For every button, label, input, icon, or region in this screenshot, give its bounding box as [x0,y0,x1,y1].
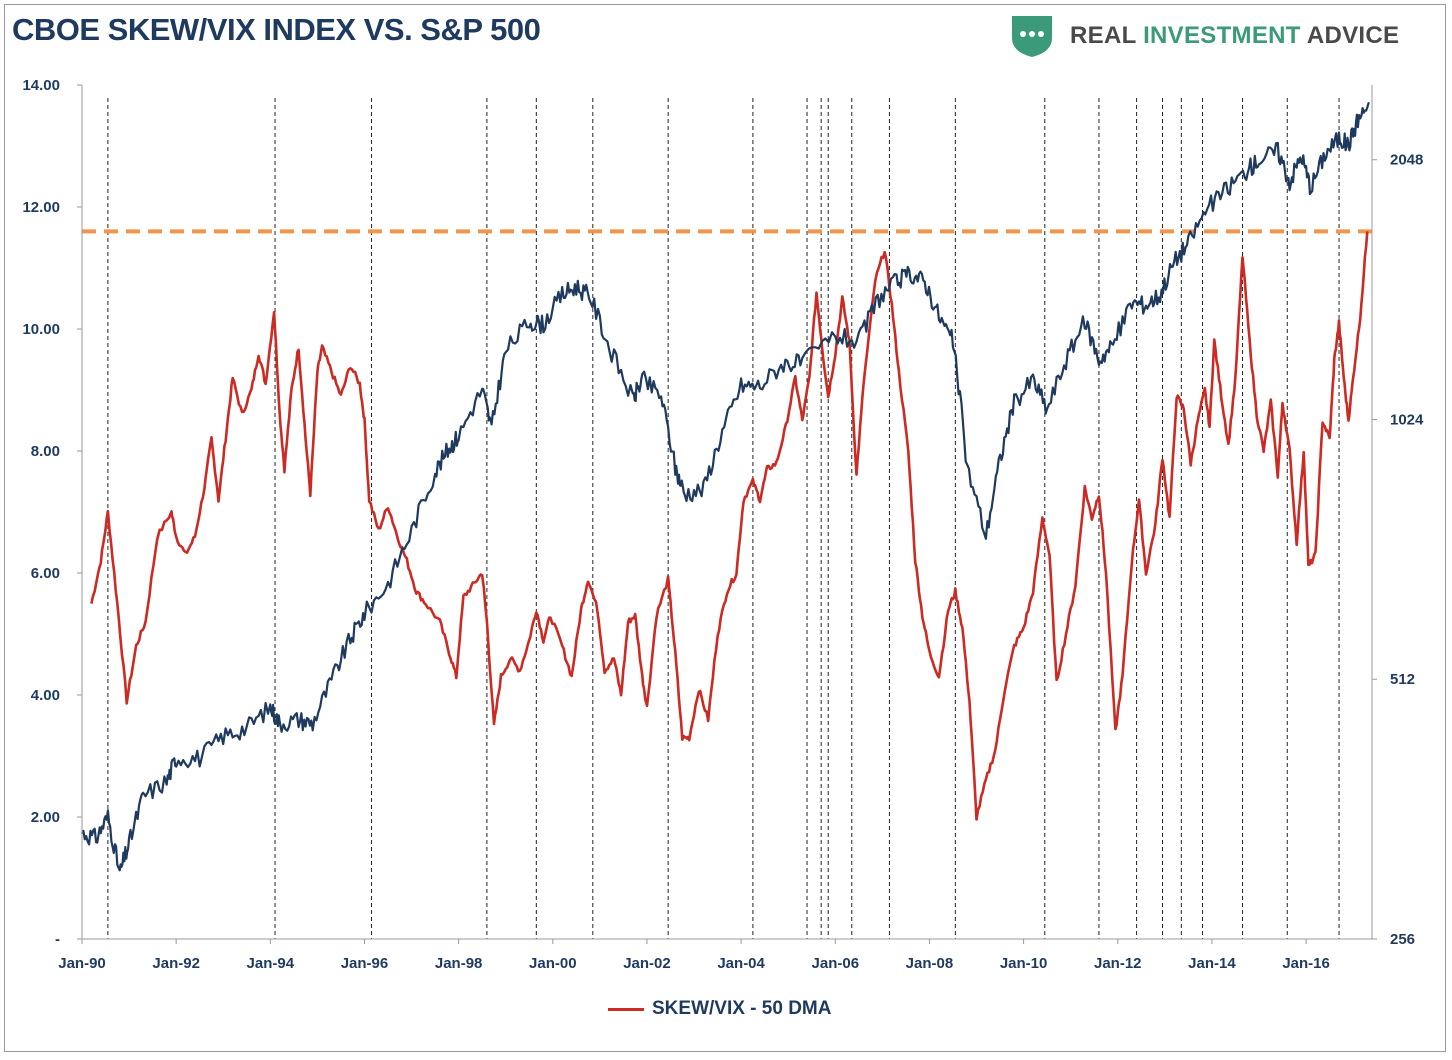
x-tick-label: Jan-10 [1000,955,1048,972]
y-left-tick-label: 4.00 [31,687,60,704]
y-right-tick-label: 2048 [1390,152,1423,169]
series-group [81,102,1370,872]
brand-name-part1: REAL [1070,22,1144,49]
y-right-tick-label: 256 [1390,931,1415,948]
legend-label: SKEW/VIX - 50 DMA [652,998,832,1019]
x-tick-label: Jan-08 [906,955,954,972]
brand-name: REAL INVESTMENT ADVICE [1070,22,1399,50]
x-tick-label: Jan-04 [717,955,765,972]
y-left-tick-label: 12.00 [22,199,60,216]
x-tick-label: Jan-92 [152,955,200,972]
legend: SKEW/VIX - 50 DMA [608,998,831,1020]
x-tick-label: Jan-02 [623,955,671,972]
brand-name-part3: ADVICE [1300,22,1400,49]
event-lines [107,98,1340,939]
x-tick-label: Jan-00 [529,955,577,972]
axes-group: - 2.00 4.00 6.00 8.00 10.00 12.00 14.00 256 512 10… [22,77,1424,972]
brand-name-part2: INVESTMENT [1143,22,1301,49]
x-tick-label: Jan-96 [341,955,389,972]
shield-icon [1012,16,1052,57]
page-title: CBOE SKEW/VIX INDEX VS. S&P 500 [12,12,541,47]
y-right-tick-label: 512 [1390,671,1415,688]
brand-logo: REAL INVESTMENT ADVICE [1008,14,1399,58]
y-right-tick-label: 1024 [1390,411,1424,428]
x-tick-label: Jan-06 [812,955,860,972]
y-left-tick-label: 8.00 [31,443,60,460]
skew-vix-series-line [90,231,1369,821]
x-tick-label: Jan-98 [435,955,483,972]
x-tick-label: Jan-12 [1094,955,1142,972]
x-tick-label: Jan-14 [1188,955,1236,972]
x-tick-label: Jan-90 [58,955,106,972]
y-left-tick-label: - [55,931,60,948]
y-left-tick-label: 14.00 [22,77,60,94]
y-left-tick-label: 6.00 [31,565,60,582]
y-left-tick-label: 2.00 [31,809,60,826]
legend-swatch [608,1007,644,1011]
y-left-tick-label: 10.00 [22,321,60,338]
sp500-series-line [81,102,1370,872]
chart-frame [4,4,1446,1052]
x-tick-label: Jan-16 [1282,955,1330,972]
x-tick-label: Jan-94 [247,955,295,972]
